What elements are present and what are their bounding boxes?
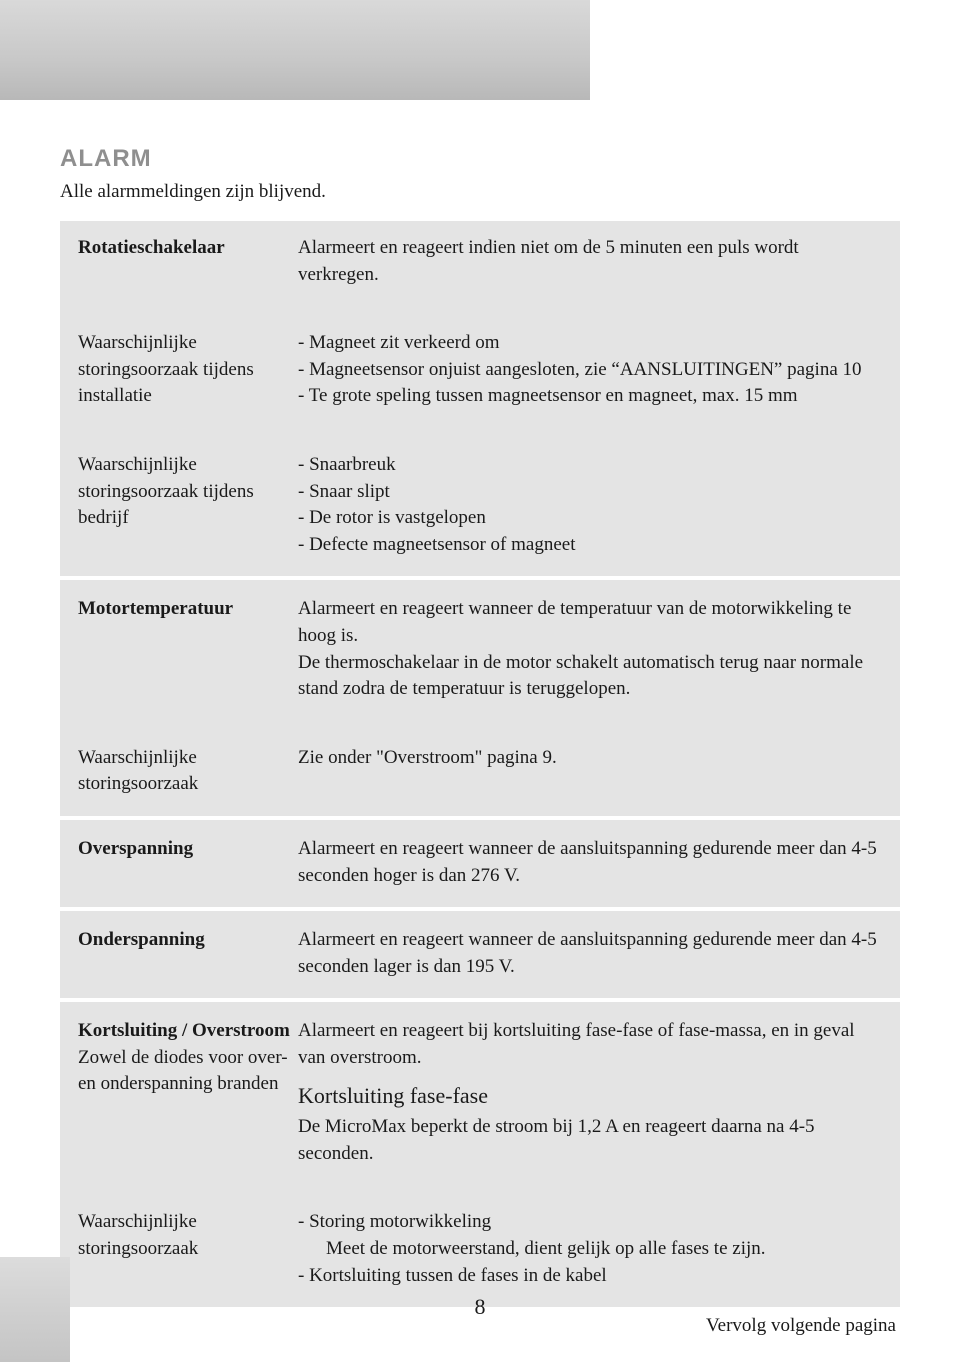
row-text: Alarmeert en reageert indien niet om de … (298, 235, 882, 288)
row-text: - De rotor is vastgelopen (298, 505, 882, 532)
section-subtitle: Alle alarmmeldingen zijn blijvend. (60, 181, 900, 203)
row-text: - Storing motorwikkeling (298, 1209, 882, 1236)
row-description: Alarmeert en reageert indien niet om de … (298, 235, 882, 288)
row-description: - Storing motorwikkeling Meet de motorwe… (298, 1209, 882, 1289)
page-content: ALARM Alle alarmmeldingen zijn blijvend.… (0, 100, 960, 1337)
table-row: Rotatieschakelaar Alarmeert en reageert … (60, 221, 900, 302)
row-text: Zie onder "Overstroom" pagina 9. (298, 745, 882, 772)
table-row: Waarschijnlijke storingsoorzaak tijdens … (60, 424, 900, 576)
row-description: Alarmeert en reageert bij kortsluiting f… (298, 1018, 882, 1167)
row-label: Onderspanning (78, 927, 298, 980)
row-label: Waarschijnlijke storingsoorzaak (78, 745, 298, 798)
row-label: Kortsluiting / Overstroom Zowel de diode… (78, 1018, 298, 1167)
row-text: - Defecte magneetsensor of magneet (298, 532, 882, 559)
row-label: Overspanning (78, 836, 298, 889)
row-label: Waarschijnlijke storingsoorzaak tijdens … (78, 330, 298, 410)
row-text-indent: Meet de motorweerstand, dient gelijk op … (298, 1236, 882, 1263)
table-row: Overspanning Alarmeert en reageert wanne… (60, 816, 900, 907)
row-text: - Magneetsensor onjuist aangesloten, zie… (298, 357, 882, 384)
header-gradient-bar (0, 0, 960, 100)
row-label-bold: Kortsluiting / Overstroom (78, 1018, 298, 1045)
row-text: Alarmeert en reageert wanneer de tempera… (298, 596, 882, 649)
row-text: Alarmeert en reageert bij kortsluiting f… (298, 1018, 882, 1071)
row-description: - Magneet zit verkeerd om - Magneetsenso… (298, 330, 882, 410)
row-label: Motortemperatuur (78, 596, 298, 702)
row-description: Zie onder "Overstroom" pagina 9. (298, 745, 882, 798)
row-description: Alarmeert en reageert wanneer de tempera… (298, 596, 882, 702)
row-text: De MicroMax beperkt de stroom bij 1,2 A … (298, 1114, 882, 1167)
section-title: ALARM (60, 145, 900, 173)
row-text: De thermoschakelaar in de motor schakelt… (298, 650, 882, 703)
row-label: Waarschijnlijke storingsoorzaak (78, 1209, 298, 1289)
table-row: Waarschijnlijke storingsoorzaak tijdens … (60, 302, 900, 424)
table-row: Motortemperatuur Alarmeert en reageert w… (60, 576, 900, 716)
row-text: Alarmeert en reageert wanneer de aanslui… (298, 836, 882, 889)
page-number: 8 (0, 1294, 960, 1320)
table-row: Waarschijnlijke storingsoorzaak - Storin… (60, 1181, 900, 1307)
table-row: Kortsluiting / Overstroom Zowel de diode… (60, 998, 900, 1181)
table-row: Waarschijnlijke storingsoorzaak Zie onde… (60, 717, 900, 816)
row-description: Alarmeert en reageert wanneer de aanslui… (298, 927, 882, 980)
alarm-table: Rotatieschakelaar Alarmeert en reageert … (60, 221, 900, 1307)
row-text: - Magneet zit verkeerd om (298, 330, 882, 357)
header-diagonal-cut (590, 0, 960, 100)
row-label: Rotatieschakelaar (78, 235, 298, 288)
row-text: Alarmeert en reageert wanneer de aanslui… (298, 927, 882, 980)
row-text: - Kortsluiting tussen de fases in de kab… (298, 1263, 882, 1290)
row-label: Waarschijnlijke storingsoorzaak tijdens … (78, 452, 298, 558)
row-text: - Snaar slipt (298, 479, 882, 506)
row-text: - Te grote speling tussen magneetsensor … (298, 383, 882, 410)
row-description: - Snaarbreuk - Snaar slipt - De rotor is… (298, 452, 882, 558)
row-description: Alarmeert en reageert wanneer de aanslui… (298, 836, 882, 889)
row-text: - Snaarbreuk (298, 452, 882, 479)
row-label-extra: Zowel de diodes voor over- en onderspann… (78, 1045, 298, 1098)
table-row: Onderspanning Alarmeert en reageert wann… (60, 907, 900, 998)
row-subheading: Kortsluiting fase-fase (298, 1081, 882, 1112)
